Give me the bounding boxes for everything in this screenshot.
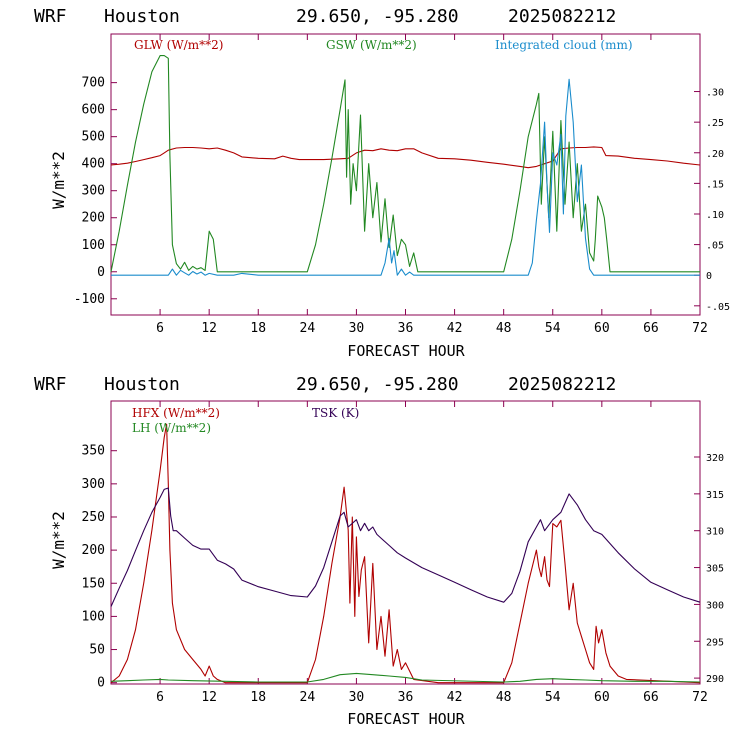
x-tick-label: 72 [692, 321, 708, 336]
legend-lh: LH (W/m**2) [132, 421, 211, 435]
y-tick-label: 100 [82, 609, 105, 624]
y2-tick-label: .10 [706, 210, 724, 221]
y-tick-label: 500 [82, 130, 105, 145]
y-tick-label: -100 [74, 292, 105, 307]
y-axis-label: W/m**2 [49, 511, 68, 569]
x-tick-label: 54 [545, 321, 561, 336]
axes-ticks: 6 12 18 24 30 36 42 48 54 60 66 72 -100 0 100 200 300 400… [74, 34, 730, 336]
y2-tick-label: .20 [706, 149, 724, 160]
x-tick-label: 36 [398, 690, 414, 705]
x-tick-label: 30 [349, 690, 365, 705]
header-city: Houston [104, 6, 180, 27]
x-tick-label: 48 [496, 321, 512, 336]
y2-tick-label: .25 [706, 118, 724, 129]
x-tick-label: 24 [300, 321, 316, 336]
header-model: WRF [34, 374, 67, 395]
x-tick-label: 24 [300, 690, 316, 705]
x-tick-label: 18 [250, 321, 266, 336]
y-tick-label: 200 [82, 211, 105, 226]
y2-tick-label: 300 [706, 600, 724, 611]
x-tick-label: 48 [496, 690, 512, 705]
x-tick-label: 12 [201, 690, 217, 705]
y-tick-label: 200 [82, 543, 105, 558]
x-tick-label: 36 [398, 321, 414, 336]
header-model: WRF [34, 6, 67, 27]
x-axis-label: FORECAST HOUR [347, 342, 465, 360]
y-tick-label: 0 [97, 676, 105, 691]
legend-gsw: GSW (W/m**2) [326, 38, 417, 52]
x-tick-label: 60 [594, 690, 610, 705]
axes-ticks: 6 12 18 24 30 36 42 48 54 60 66 72 0 50 100 150 200 250 30… [82, 401, 724, 705]
header-city: Houston [104, 374, 180, 395]
legend-tsk: TSK (K) [312, 406, 359, 420]
y2-tick-label: 295 [706, 637, 724, 648]
x-tick-label: 18 [250, 690, 266, 705]
y-tick-label: 300 [82, 184, 105, 199]
x-axis-label: FORECAST HOUR [347, 710, 465, 728]
series-hfx-line [110, 423, 701, 684]
x-tick-label: 6 [156, 690, 164, 705]
y2-tick-label: -.05 [706, 302, 730, 313]
series-gsw-line [110, 55, 700, 273]
series-glw-line [110, 146, 701, 169]
x-tick-label: 60 [594, 321, 610, 336]
y-tick-label: 600 [82, 103, 105, 118]
x-tick-label: 72 [692, 690, 708, 705]
x-tick-label: 30 [349, 321, 365, 336]
y-tick-label: 150 [82, 576, 105, 591]
x-tick-label: 54 [545, 690, 561, 705]
y-tick-label: 250 [82, 510, 105, 525]
series-tsk-line [110, 487, 701, 607]
y-tick-label: 50 [89, 643, 105, 658]
y-tick-label: 400 [82, 157, 105, 172]
series-lh-line [110, 672, 701, 683]
y2-tick-label: 315 [706, 490, 724, 501]
header-coords: 29.650, -95.280 [296, 6, 459, 27]
series-lines [110, 423, 701, 684]
y2-tick-label: 0 [706, 271, 712, 282]
y2-tick-label: 310 [706, 527, 724, 538]
y2-tick-label: .05 [706, 241, 724, 252]
series-lines [110, 55, 701, 276]
y-tick-label: 350 [82, 444, 105, 459]
header-date: 2025082212 [508, 6, 616, 27]
x-tick-label: 6 [156, 321, 164, 336]
header-date: 2025082212 [508, 374, 616, 395]
y-tick-label: 100 [82, 238, 105, 253]
y2-tick-label: 305 [706, 564, 724, 575]
legend-glw: GLW (W/m**2) [134, 38, 223, 52]
y2-tick-label: 290 [706, 674, 724, 685]
y2-tick-label: .30 [706, 88, 724, 99]
y2-tick-label: .15 [706, 179, 724, 190]
x-tick-label: 66 [643, 690, 659, 705]
header-coords: 29.650, -95.280 [296, 374, 459, 395]
y-tick-label: 0 [97, 265, 105, 280]
panel-fluxes: WRF Houston 29.650, -95.280 2025082212 6… [34, 374, 724, 728]
y-axis-label: W/m**2 [49, 151, 68, 209]
legend-hfx: HFX (W/m**2) [132, 406, 220, 420]
x-tick-label: 66 [643, 321, 659, 336]
y2-tick-label: 320 [706, 453, 724, 464]
x-tick-label: 42 [447, 690, 463, 705]
panel-radiation: WRF Houston 29.650, -95.280 2025082212 6… [34, 6, 730, 360]
plot-frame [110, 400, 701, 685]
y-tick-label: 700 [82, 76, 105, 91]
y-tick-label: 300 [82, 477, 105, 492]
legend-cloud: Integrated cloud (mm) [495, 38, 633, 52]
series-integrated-line [111, 78, 700, 276]
x-tick-label: 12 [201, 321, 217, 336]
x-tick-label: 42 [447, 321, 463, 336]
